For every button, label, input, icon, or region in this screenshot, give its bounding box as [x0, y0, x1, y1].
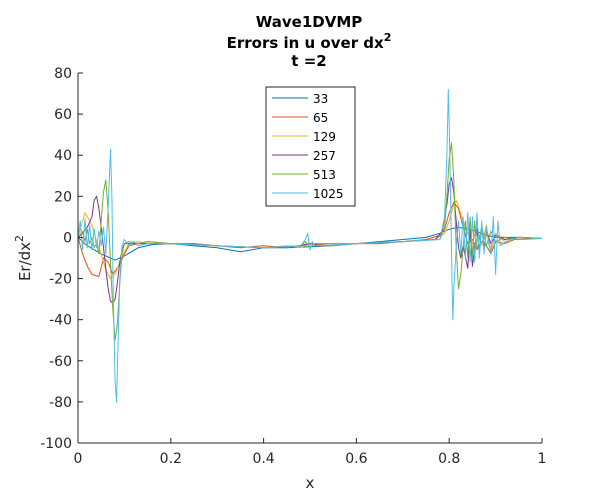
x-tick-label: 0.6	[345, 451, 367, 467]
series-line-513	[77, 142, 543, 341]
y-tick-label: 60	[54, 107, 72, 123]
y-tick-label: -100	[40, 436, 72, 452]
x-tick-label: 1	[538, 451, 547, 467]
chart-title-line2-text: Errors in u over dx	[227, 34, 384, 52]
y-tick-label: 20	[54, 189, 72, 205]
y-tick-label: -40	[49, 313, 72, 329]
x-tick-label: 0	[74, 451, 83, 467]
y-tick-label: -60	[49, 354, 72, 370]
legend-label-257: 257	[313, 149, 336, 163]
y-tick-label: -80	[49, 395, 72, 411]
axes-layer: 0 0.2 0.4 0.6 0.8 1 -100 -80 -60 -40 -20 0 20 40 60 80	[40, 66, 546, 467]
y-axis-label-text: Er/dx	[16, 242, 34, 281]
series-line-1025	[77, 88, 543, 403]
y-axis-label-sup: 2	[13, 235, 26, 242]
y-tick-label: 80	[54, 66, 72, 82]
legend-label-65: 65	[313, 111, 328, 125]
legend-label-513: 513	[313, 168, 336, 182]
x-tick-label: 0.8	[438, 451, 460, 467]
legend-label-33: 33	[313, 92, 328, 106]
legend: 33 65 129 257 513 1025	[265, 86, 356, 207]
x-tick-label: 0.4	[252, 451, 274, 467]
chart-title-line1: Wave1DVMP	[256, 13, 363, 31]
legend-label-1025: 1025	[313, 187, 344, 201]
chart-title-line2: Errors in u over dx2	[227, 31, 392, 52]
x-axis-label: x	[306, 474, 315, 492]
y-tick-label: 0	[63, 230, 72, 246]
chart-title-line3: t =2	[291, 52, 326, 70]
legend-label-129: 129	[313, 130, 336, 144]
y-tick-label: 40	[54, 148, 72, 164]
legend-box	[265, 86, 356, 207]
x-tick-label: 0.2	[160, 451, 182, 467]
series-layer	[77, 88, 543, 403]
y-axis-label: Er/dx2	[13, 235, 34, 281]
y-tick-label: -20	[49, 272, 72, 288]
chart-title-line2-sup: 2	[384, 31, 392, 44]
